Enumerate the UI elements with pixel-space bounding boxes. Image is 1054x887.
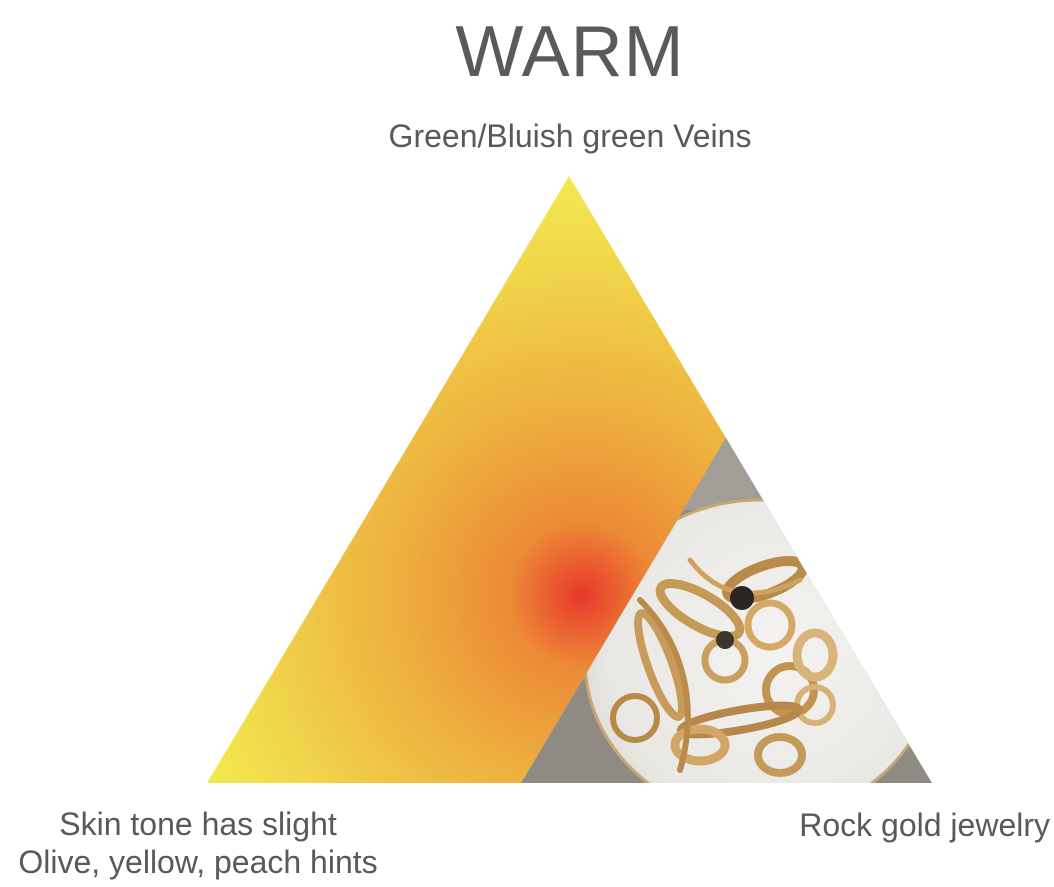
- bottom-left-label-line1: Skin tone has slight: [59, 806, 337, 842]
- diagram-title: WARM: [455, 12, 685, 92]
- bottom-left-vertex-label: Skin tone has slight Olive, yellow, peac…: [0, 805, 396, 881]
- warm-gradient-region: [207, 176, 726, 783]
- bottom-left-label-line2: Olive, yellow, peach hints: [18, 844, 378, 880]
- top-vertex-label: Green/Bluish green Veins: [388, 118, 752, 154]
- bottom-right-vertex-label: Rock gold jewelry: [799, 807, 1050, 843]
